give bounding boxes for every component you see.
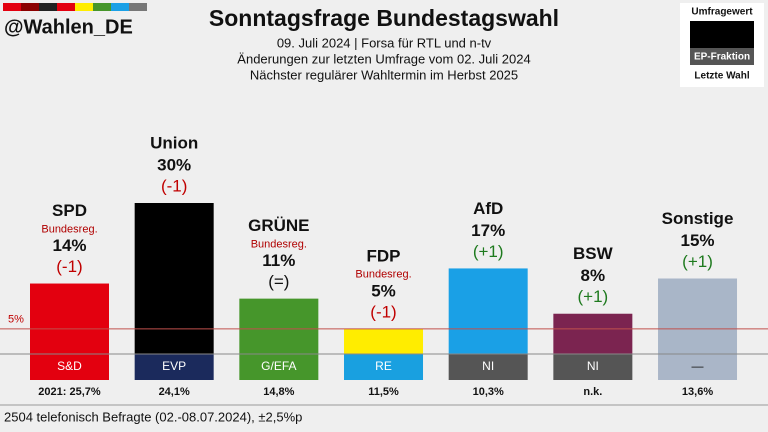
bar: [239, 298, 319, 354]
legend-swatch: [690, 21, 754, 48]
ep-band: [239, 354, 319, 380]
change-label: (-1): [161, 176, 187, 195]
ep-group: EVP: [162, 359, 186, 373]
party-name: Sonstige: [662, 209, 734, 228]
change-label: (+1): [473, 242, 504, 261]
change-label: (-1): [370, 302, 396, 321]
ep-group: —: [692, 359, 704, 373]
party-name: SPD: [52, 201, 87, 220]
note: Nächster regulärer Wahltermin im Herbst …: [250, 67, 518, 82]
government-label: Bundesreg.: [355, 269, 411, 281]
value-label: 8%: [581, 266, 606, 285]
ep-band: [134, 354, 214, 380]
legend-label: Letzte Wahl: [694, 71, 749, 82]
value-label: 14%: [52, 236, 86, 255]
bar: [553, 313, 633, 354]
legend-label: Umfragewert: [691, 7, 753, 18]
bar: [134, 203, 214, 354]
change-label: (+1): [682, 252, 713, 271]
ep-band: [448, 354, 528, 380]
party-name: GRÜNE: [248, 216, 309, 235]
ep-group: S&D: [57, 359, 82, 373]
value-label: 17%: [471, 221, 505, 240]
ep-group: RE: [375, 359, 392, 373]
bar: [448, 268, 528, 354]
bar: [658, 278, 738, 354]
change-label: (-1): [56, 257, 82, 276]
legend: Umfragewert EP-Fraktion Letzte Wahl: [680, 3, 764, 87]
bar: [30, 283, 109, 354]
value-label: 5%: [371, 281, 396, 300]
change-label: (=): [268, 272, 289, 291]
color-strip: [3, 3, 147, 11]
value-label: 15%: [681, 231, 715, 250]
last-election: 10,3%: [473, 386, 504, 398]
ep-band: [658, 354, 738, 380]
bar: [344, 328, 424, 354]
note: Änderungen zur letzten Umfrage vom 02. J…: [237, 51, 530, 66]
threshold-label: 5%: [8, 314, 24, 326]
ep-band: [553, 354, 633, 380]
ep-group: NI: [482, 359, 494, 373]
ep-group: NI: [587, 359, 599, 373]
party-name: BSW: [573, 244, 614, 263]
ep-group: G/EFA: [261, 359, 296, 373]
change-label: (+1): [577, 287, 608, 306]
government-label: Bundesreg.: [251, 239, 307, 251]
last-election: n.k.: [583, 386, 602, 398]
party-name: AfD: [473, 199, 503, 218]
government-label: Bundesreg.: [41, 223, 97, 235]
ep-band: [30, 354, 109, 380]
subtitle: 09. Juli 2024 | Forsa für RTL und n-tv: [277, 35, 492, 50]
party-name: FDP: [367, 246, 401, 265]
handle: @Wahlen_DE: [4, 16, 133, 38]
last-election: 14,8%: [263, 386, 294, 398]
last-election: 11,5%: [368, 386, 399, 398]
footer: 2504 telefonisch Befragte (02.-08.07.202…: [4, 409, 302, 424]
legend-swatch: [690, 48, 754, 65]
last-election: 24,1%: [159, 386, 190, 398]
chart-title: Sonntagsfrage Bundestagswahl: [209, 5, 559, 31]
last-election: 2021: 25,7%: [38, 386, 101, 398]
last-election: 13,6%: [682, 386, 713, 398]
ep-band: [344, 354, 424, 380]
value-label: 11%: [262, 251, 295, 270]
party-name: Union: [150, 133, 198, 152]
value-label: 30%: [157, 155, 191, 174]
legend-label: EP-Fraktion: [694, 52, 750, 63]
